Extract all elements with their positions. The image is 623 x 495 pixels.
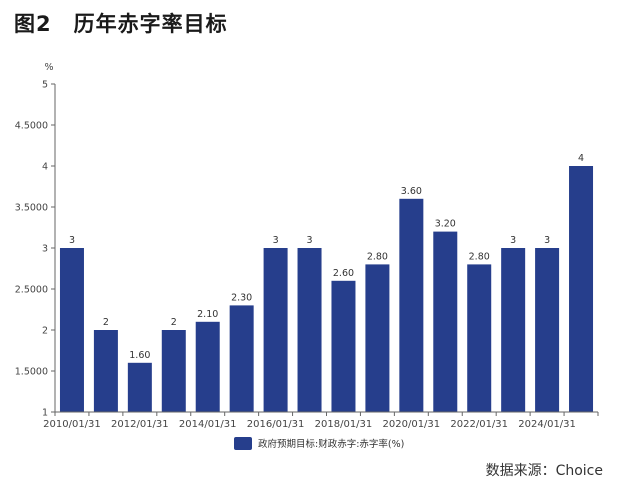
y-tick-label: 2 (42, 326, 48, 337)
bar[interactable] (535, 248, 560, 412)
bar[interactable] (433, 231, 458, 412)
y-tick-label: 4.5000 (15, 121, 48, 132)
y-axis: % 1 1.5000 2 2.5000 3 3.5000 4 4.5000 5 (15, 62, 56, 419)
x-tick-label: 2012/01/31 (111, 419, 169, 430)
bar-value-label: 3 (510, 235, 516, 246)
bar[interactable] (399, 198, 424, 412)
bar-value-label: 3.20 (435, 219, 456, 230)
bar-value-label: 2.80 (367, 251, 388, 262)
bar[interactable] (263, 248, 288, 412)
bar[interactable] (229, 305, 254, 412)
bar-value-label: 2 (103, 317, 109, 328)
y-tick-label: 1.5000 (15, 367, 48, 378)
bar[interactable] (195, 321, 220, 412)
y-axis-unit: % (44, 62, 53, 73)
bar[interactable] (161, 330, 186, 412)
x-tick-label: 2010/01/31 (43, 419, 101, 430)
bar[interactable] (127, 362, 152, 412)
bar[interactable] (365, 264, 390, 412)
x-tick-label: 2020/01/31 (383, 419, 441, 430)
legend-label: 政府预期目标:财政赤字:赤字率(%) (258, 438, 404, 450)
x-axis: 2010/01/31 2012/01/31 2014/01/31 2016/01/31… (43, 411, 599, 430)
y-tick-label: 4 (42, 162, 48, 173)
bar-series (59, 166, 594, 412)
bar[interactable] (569, 166, 594, 412)
bar-value-label: 3 (273, 235, 279, 246)
bar-labels: 3 2 1.60 2 2.10 2.30 3 3 2.60 2.80 3.60 3.20 2.80 3 3 4 (69, 153, 584, 361)
source-note: 数据来源：Choice (485, 463, 603, 479)
x-tick-label: 2018/01/31 (315, 419, 373, 430)
bar-value-label: 3 (69, 235, 75, 246)
legend: 政府预期目标:财政赤字:赤字率(%) (234, 437, 404, 450)
bar-value-label: 3 (544, 235, 550, 246)
bar[interactable] (93, 330, 118, 412)
bar[interactable] (501, 248, 526, 412)
bar-value-label: 2 (171, 317, 177, 328)
x-tick-label: 2016/01/31 (247, 419, 305, 430)
y-tick-label: 3.5000 (15, 203, 48, 214)
x-tick-label: 2014/01/31 (179, 419, 237, 430)
bar[interactable] (467, 264, 492, 412)
bar[interactable] (331, 280, 356, 412)
y-tick-label: 1 (42, 408, 48, 419)
bar-value-label: 4 (578, 153, 584, 164)
y-tick-label: 2.5000 (15, 285, 48, 296)
bar-value-label: 1.60 (129, 350, 150, 361)
figure-title: 图2 历年赤字率目标 (14, 12, 228, 36)
y-tick-label: 5 (42, 80, 48, 91)
y-tick-label: 3 (42, 244, 48, 255)
bar-value-label: 3.60 (401, 186, 422, 197)
bar-value-label: 3 (307, 235, 313, 246)
bar[interactable] (59, 248, 84, 412)
bar-value-label: 2.30 (231, 292, 252, 303)
bar[interactable] (297, 248, 322, 412)
x-tick-label: 2024/01/31 (518, 419, 576, 430)
bar-value-label: 2.10 (197, 309, 218, 320)
bar-value-label: 2.60 (333, 268, 354, 279)
x-tick-label: 2022/01/31 (450, 419, 508, 430)
legend-swatch (234, 437, 252, 450)
bar-value-label: 2.80 (469, 251, 490, 262)
